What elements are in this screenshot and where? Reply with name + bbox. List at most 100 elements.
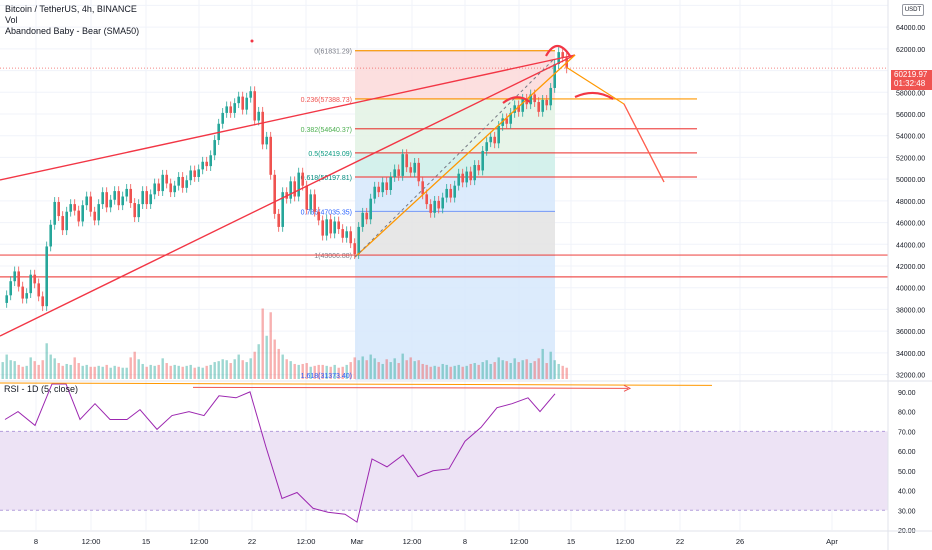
candle-body [237,96,240,104]
candle-body [9,281,12,296]
candle-body [269,136,272,175]
top-arc-mark[interactable] [545,44,571,57]
candle-body [389,176,392,190]
volume-bar [365,360,368,379]
price-tick-label: 48000.00 [896,199,925,206]
currency-badge[interactable]: USDT [902,4,924,16]
candle-body [417,162,420,182]
candle-body [233,103,236,113]
volume-bar [297,364,300,379]
candle-body [549,87,552,106]
candle-body [473,165,476,181]
candle-body [313,194,316,212]
candle-body [493,136,496,144]
time-tick-label: 26 [736,537,744,546]
candle-body [341,229,344,238]
volume-bar [545,363,548,379]
candle-body [369,198,372,220]
volume-bar [137,359,140,379]
rsi-tick-label: 60.00 [898,449,916,456]
candle-body [281,192,284,227]
volume-bar [165,363,168,379]
candle-body [265,136,268,145]
candle-body [69,204,72,212]
candle-body [525,98,528,105]
candle-body [469,171,472,181]
candle-body [45,246,48,307]
candle-body [333,221,336,234]
rising-trendline-lower[interactable] [0,54,576,337]
price-tick-label: 62000.00 [896,47,925,54]
volume-bar [349,362,352,379]
fib-zone [355,128,555,153]
candle-body [513,105,516,113]
volume-bar [373,358,376,379]
volume-bar [481,362,484,379]
candle-body [165,174,168,184]
volume-bar [109,367,112,379]
candle-body [425,194,428,205]
candle-body [13,271,16,282]
volume-bar [517,362,520,379]
projected-path[interactable] [565,66,665,183]
candle-body [541,99,544,112]
volume-bar [561,365,564,379]
candle-body [309,194,312,210]
volume-bar [201,367,204,379]
candle-body [193,170,196,177]
candle-body [301,172,304,186]
volume-bar [409,357,412,379]
rising-trendline-upper[interactable] [0,54,576,181]
fib-label: 0.618(50197.81) [301,175,352,182]
time-tick-label: 12:00 [297,537,316,546]
volume-bar [217,361,220,379]
candle-body [153,183,156,195]
volume-bar [557,363,560,379]
bar-countdown: 01:32:48 [894,79,926,88]
price-tick-label: 34000.00 [896,351,925,358]
volume-bar [85,364,88,379]
fib-zones [355,50,555,380]
rsi-arrow-line[interactable] [192,386,629,389]
candle-body [365,212,368,220]
price-tick-label: 64000.00 [896,25,925,32]
volume-bar [1,362,4,379]
volume-bar [113,365,116,379]
candle-body [497,125,500,144]
volume-bar [257,344,260,379]
arc-mark-right[interactable] [574,91,614,100]
volume-bar [149,364,152,379]
volume-bar [357,360,360,379]
volume-bar [133,351,136,379]
volume-bar [513,358,516,379]
volume-bar [453,365,456,379]
rsi-band [0,431,888,511]
candle-body [449,188,452,198]
price-tick-label: 36000.00 [896,329,925,336]
trend-drawings [0,39,665,337]
candle-body [445,188,448,198]
volume-bar [313,365,316,379]
volume-bar [493,362,496,379]
candle-body [293,181,296,197]
arc-mark-left[interactable] [502,96,531,104]
candle-body [401,154,404,176]
volume-bar [405,360,408,379]
candle-body [273,174,276,214]
candle-body [201,161,204,170]
fib-label: 0.786(47035.35) [301,209,352,216]
rsi-resistance-line[interactable] [0,382,713,386]
time-tick-label: 12:00 [403,537,422,546]
volume-bar [169,365,172,379]
volume-bar [213,362,216,379]
candle-body [129,188,132,204]
candle-body [441,197,444,209]
candle-body [225,106,228,113]
candle-body [517,105,520,112]
volume-bar [385,359,388,379]
wedge-line[interactable] [354,54,576,258]
fib-label: 0(61831.29) [314,49,352,56]
candle-body [421,181,424,195]
volume-bar [37,364,40,379]
